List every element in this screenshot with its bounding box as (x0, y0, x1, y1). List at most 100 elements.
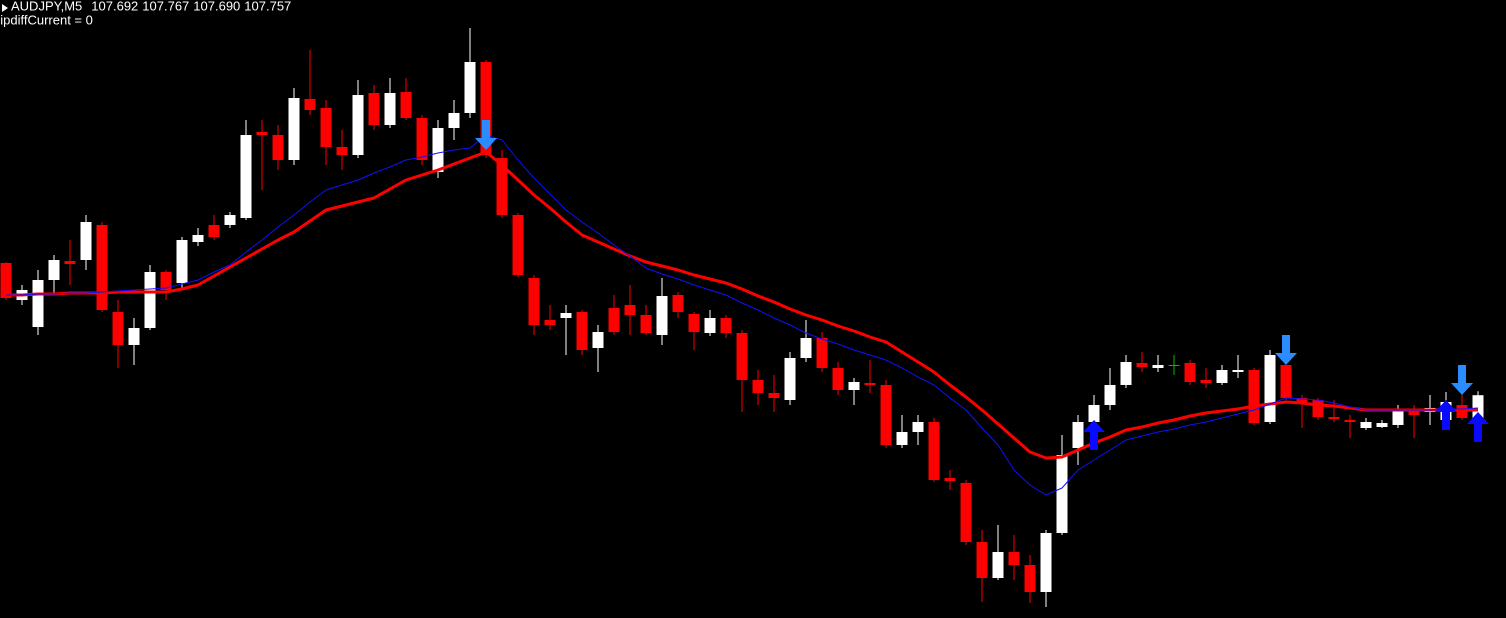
candle-body (912, 422, 924, 432)
candle-body (48, 260, 60, 280)
candle-body (848, 382, 860, 390)
candle-body (880, 385, 892, 445)
candle-body (672, 295, 684, 312)
buy-arrow (1435, 400, 1457, 430)
candle-body (1408, 410, 1420, 415)
candle-body (704, 318, 716, 333)
candle-body (144, 272, 156, 328)
candle-body (256, 132, 268, 135)
header-icon (2, 4, 8, 12)
indicator-label: pipdiffCurrent = 0 (0, 13, 93, 28)
candle-body (464, 62, 476, 113)
candle-body (480, 62, 492, 155)
header: AUDJPY,M5 107.692 107.767 107.690 107.75… (0, 0, 291, 28)
candle-body (1232, 370, 1244, 372)
buy-arrow (1083, 420, 1105, 450)
candle-body (592, 332, 604, 348)
candle-body (1264, 355, 1276, 422)
candle-body (32, 280, 44, 327)
candle-body (112, 312, 124, 345)
candle-body (752, 380, 764, 393)
candle-body (1184, 363, 1196, 382)
candle-body (1376, 423, 1388, 427)
candle-body (896, 432, 908, 445)
quote-high: 107.767 (142, 0, 189, 14)
candle-body (1136, 363, 1148, 367)
candle-body (384, 93, 396, 125)
candle-body (288, 98, 300, 160)
candle-body (992, 552, 1004, 578)
candle-body (1168, 365, 1180, 366)
candle-body (1040, 533, 1052, 592)
candle-body (400, 92, 412, 118)
candle-body (1392, 410, 1404, 425)
sell-arrow (1275, 335, 1297, 365)
candle-body (832, 368, 844, 390)
candle-body (656, 296, 668, 335)
candle-body (688, 314, 700, 332)
candle-body (800, 338, 812, 358)
candle-body (1280, 365, 1292, 398)
candle-body (304, 99, 316, 110)
quote-close: 107.757 (244, 0, 291, 14)
quote-low: 107.690 (193, 0, 240, 14)
plot-area (0, 28, 1489, 607)
candle-body (80, 222, 92, 260)
buy-arrow (1467, 412, 1489, 442)
candle-body (1360, 422, 1372, 428)
candle-body (528, 278, 540, 325)
candle-body (1088, 405, 1100, 422)
candle-body (1248, 370, 1260, 423)
candle-body (960, 483, 972, 542)
sell-arrow (1451, 365, 1473, 395)
candle-body (1216, 370, 1228, 383)
candle-body (1152, 365, 1164, 368)
candle-body (512, 215, 524, 275)
candle-body (1104, 385, 1116, 405)
candle-body (976, 542, 988, 578)
candle-body (784, 358, 796, 400)
quote-open: 107.692 (91, 0, 138, 14)
candle-body (928, 422, 940, 480)
symbol: AUDJPY,M5 (11, 0, 82, 14)
candle-body (1328, 417, 1340, 419)
candle-body (1056, 455, 1068, 533)
candle-body (864, 383, 876, 385)
candle-body (416, 118, 428, 160)
candle-body (544, 320, 556, 325)
candle-body (368, 93, 380, 125)
candle-body (1008, 552, 1020, 565)
candle-body (1120, 362, 1132, 385)
candle-body (96, 225, 108, 310)
candle-body (160, 272, 172, 290)
candle-body (128, 328, 140, 345)
candle-body (496, 158, 508, 215)
candle-body (720, 318, 732, 333)
candle-body (624, 305, 636, 315)
candle-body (1312, 400, 1324, 417)
candle-body (768, 393, 780, 398)
candle-body (608, 308, 620, 332)
candle-body (272, 135, 284, 160)
candle-body (320, 108, 332, 147)
candle-body (192, 235, 204, 242)
candle-body (224, 215, 236, 225)
candle-body (0, 263, 12, 298)
candle-body (736, 333, 748, 380)
candle-body (64, 261, 76, 264)
candle-body (576, 312, 588, 350)
candle-body (352, 95, 364, 155)
candle-body (432, 128, 444, 172)
candle-body (1024, 565, 1036, 592)
candle-body (448, 113, 460, 128)
candle-body (1200, 380, 1212, 383)
candle-body (640, 315, 652, 333)
candle-body (176, 240, 188, 283)
moving-average (6, 150, 1478, 460)
candle-body (208, 225, 220, 237)
sell-arrow (475, 120, 497, 150)
candle-body (816, 338, 828, 368)
candle-body (336, 147, 348, 155)
